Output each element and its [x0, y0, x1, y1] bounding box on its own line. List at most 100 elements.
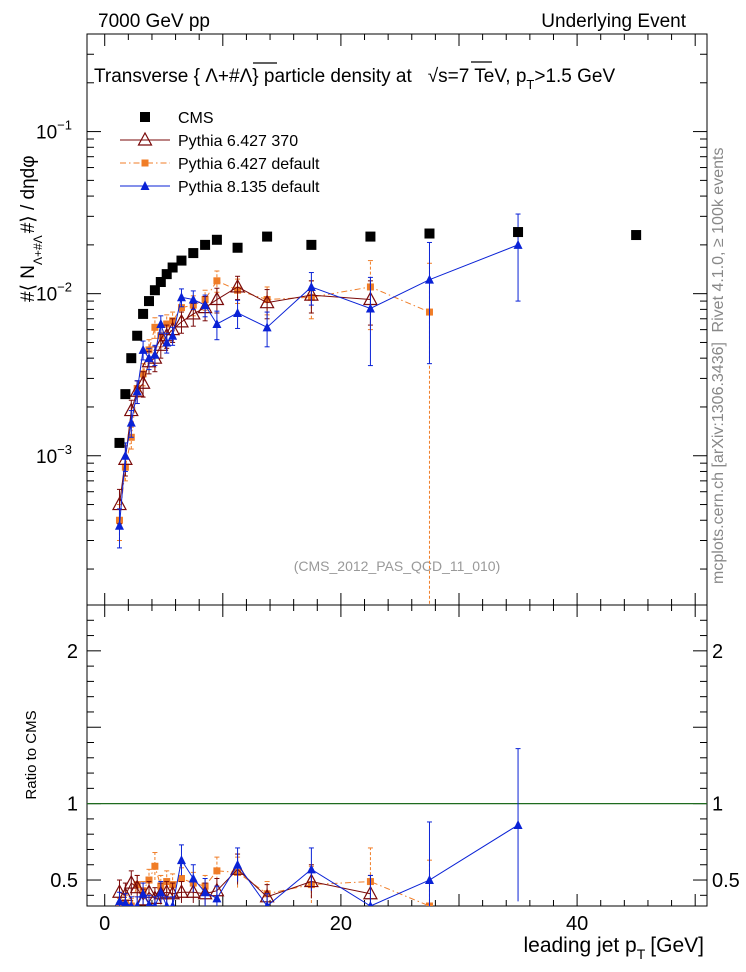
ratio-point-pythia-6-427-default: [151, 862, 159, 870]
point-cms: [200, 239, 211, 250]
x-tick-label: 0: [99, 913, 110, 935]
analysis-tag: (CMS_2012_PAS_QCD_11_010): [294, 558, 501, 574]
ratio-point-pythia-8-135-default: [164, 901, 170, 906]
series-line-pythia-6-427-default: [118, 280, 430, 521]
ratio-point-pythia-8-135-default: [156, 887, 166, 897]
ratio-point-pythia-6-427-370: [185, 883, 201, 898]
ratio-tick-label-left: 2: [67, 641, 78, 663]
ratio-point-pythia-6-427-default: [177, 874, 185, 882]
point-cms: [631, 230, 642, 241]
legend-label-cms: CMS: [178, 110, 214, 127]
main-series: [111, 213, 642, 605]
y-axis-label: #⟨ NΛ+#Λ #⟩ / dηdφ: [18, 155, 45, 302]
y-tick-label: 10−1: [36, 118, 72, 144]
point-cms: [155, 277, 166, 288]
ratio-point-pythia-6-427-default: [145, 876, 153, 884]
point-pythia-8-135-default: [126, 417, 136, 427]
legend-marker-cms: [140, 112, 150, 122]
ratio-tick-label-left: 1: [67, 794, 78, 816]
ratio-point-pythia-6-427-370: [173, 883, 189, 898]
point-cms: [126, 353, 137, 364]
point-pythia-6-427-370: [259, 294, 275, 309]
point-pythia-8-135-default: [144, 353, 154, 363]
point-cms: [120, 389, 131, 400]
point-pythia-8-135-default: [233, 307, 243, 317]
chart-title: Transverse { Λ+#Λ} particle density at √s…: [94, 66, 615, 92]
ratio-point-pythia-8-135-default: [128, 901, 134, 906]
ratio-point-pythia-8-135-default: [134, 901, 140, 906]
legend-label-pythia-6-427-default: Pythia 6.427 default: [178, 156, 320, 173]
point-cms: [149, 285, 160, 296]
axes-ticks: 0 20 40 10−3 10−2 10−1 0.5 0.5 1 1 2 2: [36, 33, 740, 935]
point-cms: [114, 437, 125, 448]
point-cms: [138, 308, 149, 319]
ratio-point-pythia-8-135-default: [170, 901, 176, 906]
y-tick-label: 10−3: [36, 442, 72, 468]
point-pythia-8-135-default: [188, 294, 198, 304]
point-pythia-8-135-default: [120, 450, 130, 460]
ylabel-prefix: #⟨ N: [18, 265, 39, 302]
xlabel-sub: T: [637, 946, 646, 962]
ylabel-sub: Λ+#Λ: [31, 235, 45, 265]
ratio-point-pythia-8-135-default: [188, 873, 198, 883]
point-pythia-8-135-default: [306, 281, 316, 291]
ratio-point-pythia-8-135-default: [233, 859, 243, 869]
point-cms: [176, 255, 187, 266]
series-line-pythia-6-427-370: [118, 286, 371, 505]
series-line-pythia-8-135-default: [118, 244, 519, 526]
point-pythia-6-427-default: [163, 320, 171, 328]
title-main: Transverse { Λ+#Λ} particle density at: [94, 66, 412, 87]
ratio-series: [111, 748, 523, 906]
point-pythia-6-427-default: [151, 323, 159, 331]
ratio-point-pythia-8-135-default: [306, 864, 316, 874]
point-pythia-8-135-default: [200, 300, 210, 310]
ratio-plot-frame: [86, 604, 708, 907]
ratio-tick-label-left: 0.5: [50, 870, 78, 892]
point-pythia-8-135-default: [156, 318, 166, 328]
point-pythia-8-135-default: [138, 344, 148, 354]
title-energy: √s=7 TeV, p: [428, 66, 527, 87]
point-pythia-6-427-370: [185, 305, 201, 320]
ratio-tick-label-right: 0.5: [712, 870, 740, 892]
ratio-point-pythia-8-135-default: [264, 901, 270, 906]
legend-marker-pythia-6-427-default: [141, 159, 149, 167]
point-pythia-8-135-default: [150, 349, 160, 359]
x-tick-label: 40: [566, 913, 588, 935]
ratio-point-pythia-6-427-default: [213, 867, 221, 875]
point-cms: [132, 330, 143, 341]
point-pythia-8-135-default: [114, 520, 124, 530]
point-cms: [211, 234, 222, 245]
point-pythia-6-427-default: [213, 277, 221, 285]
ratio-y-label: Ratio to CMS: [23, 710, 40, 799]
legend-label-pythia-8-135-default: Pythia 8.135 default: [178, 179, 320, 196]
point-pythia-8-135-default: [262, 322, 272, 332]
svg-text:#⟨ NΛ+#Λ#⟩ / dηdφ: #⟨ NΛ+#Λ #⟩ / dηdφ: [18, 155, 45, 302]
ratio-point-pythia-6-427-370: [123, 874, 139, 889]
point-pythia-8-135-default: [212, 318, 222, 328]
ratio-point-pythia-8-135-default: [176, 855, 186, 865]
title-pt-sub: T: [526, 77, 534, 92]
ratio-point-pythia-6-427-370: [129, 879, 145, 894]
point-cms: [262, 231, 273, 242]
point-pythia-8-135-default: [424, 274, 434, 284]
point-cms: [513, 227, 524, 238]
ratio-line-pythia-8-135-default: [119, 824, 519, 906]
point-cms: [161, 269, 172, 280]
mcplots-label: mcplots.cern.ch [arXiv:1306.3436]: [710, 342, 727, 584]
legend-label-pythia-6-427-370: Pythia 6.427 370: [178, 133, 298, 150]
point-cms: [232, 242, 243, 253]
legend-marker-pythia-8-135-default: [140, 181, 150, 190]
ratio-point-pythia-8-135-default: [114, 896, 124, 906]
point-pythia-8-135-default: [176, 292, 186, 302]
point-pythia-8-135-default: [162, 337, 172, 347]
x-tick-label: 20: [330, 913, 352, 935]
legend: CMS Pythia 6.427 370 Pythia 6.427 default P…: [120, 110, 320, 196]
ratio-point-pythia-8-135-default: [152, 901, 158, 906]
point-cms: [365, 231, 376, 242]
title-cut: >1.5 GeV: [534, 66, 615, 87]
rivet-label: Rivet 4.1.0, ≥ 100k events: [710, 148, 727, 333]
legend-marker-pythia-6-427-370: [137, 131, 153, 146]
point-cms: [144, 296, 154, 307]
header-right: Underlying Event: [541, 11, 686, 32]
x-axis-label: leading jet pT [GeV]: [523, 934, 704, 962]
